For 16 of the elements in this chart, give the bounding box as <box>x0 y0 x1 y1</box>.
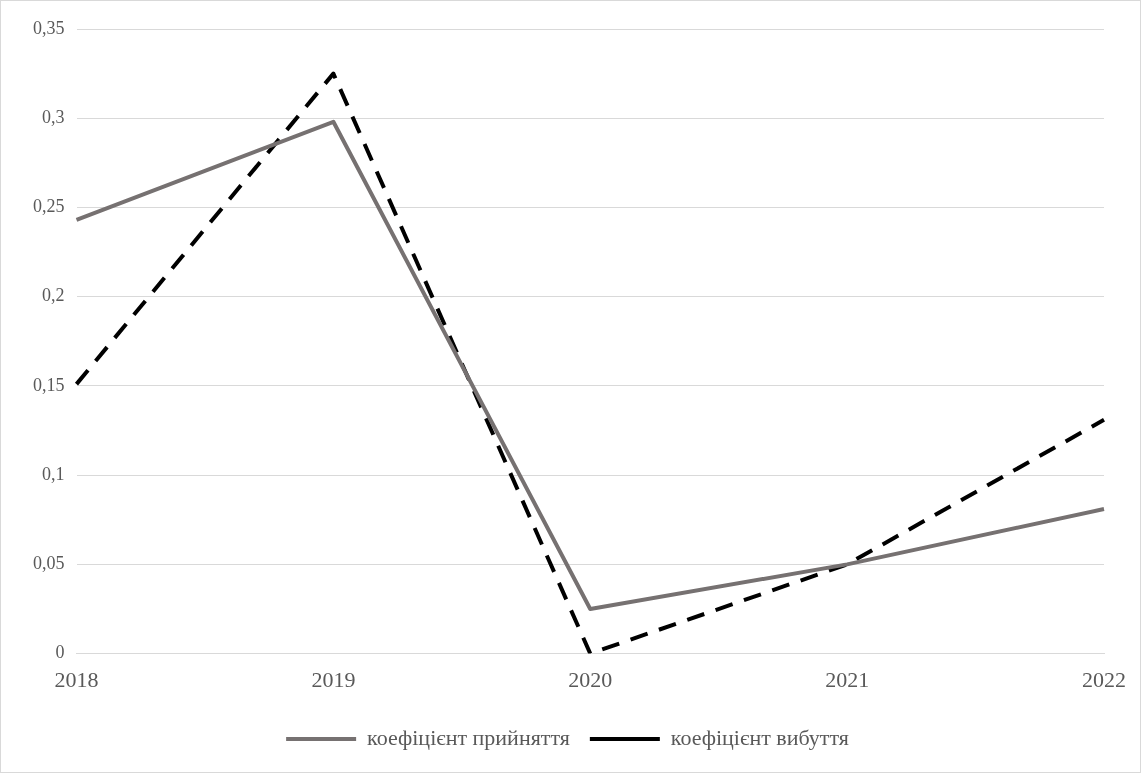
y-tick-label: 0 <box>55 642 65 663</box>
x-tick-label: 2022 <box>1082 666 1126 692</box>
x-tick-label: 2019 <box>311 666 356 692</box>
legend-label: коефіцієнт прийняття <box>367 724 570 750</box>
y-tick-label: 0,25 <box>33 196 65 217</box>
legend-label: коефіцієнт вибуття <box>670 724 849 750</box>
y-tick-label: 0,35 <box>33 17 65 38</box>
y-tick-label: 0,2 <box>42 285 65 306</box>
x-tick-label: 2021 <box>825 666 870 692</box>
y-tick-label: 0,05 <box>33 553 65 574</box>
y-tick-label: 0,3 <box>42 106 65 127</box>
y-tick-label: 0,15 <box>33 374 65 395</box>
x-tick-label: 2018 <box>54 666 99 692</box>
line-series <box>74 71 1106 654</box>
y-tick-label: 0,1 <box>42 463 65 484</box>
x-tick-label: 2020 <box>568 666 613 692</box>
